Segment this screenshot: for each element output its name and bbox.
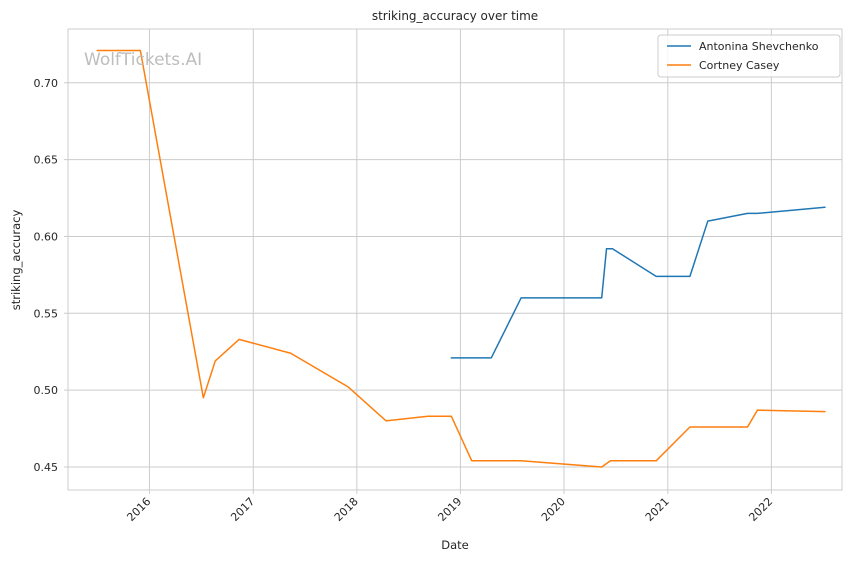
plot-border: [67, 28, 843, 491]
legend-label-cortney-casey: Cortney Casey: [699, 59, 780, 72]
series-layer: [96, 49, 826, 468]
x-axis-label: Date: [441, 538, 469, 552]
y-tick-label-0-45: 0.45: [34, 461, 59, 474]
y-tick-label-0-55: 0.55: [34, 307, 59, 320]
series-line-cortney-casey: [96, 49, 826, 468]
y-tick-label-0-65: 0.65: [34, 154, 59, 167]
legend-label-antonina-shevchenko: Antonina Shevchenko: [699, 40, 819, 53]
y-axis-ticks: 0.45 0.50 0.55 0.60 0.65 0.70: [34, 77, 68, 474]
y-tick-label-0-50: 0.50: [34, 384, 59, 397]
chart-title: striking_accuracy over time: [372, 9, 538, 23]
series-line-antonina-shevchenko: [450, 206, 826, 359]
legend: Antonina Shevchenko Cortney Casey: [657, 34, 841, 78]
watermark-text: WolfTickets.AI: [84, 50, 202, 70]
plot-background: [68, 29, 842, 490]
legend-box: [657, 34, 841, 78]
y-tick-label-0-70: 0.70: [34, 77, 59, 90]
y-axis-label: striking_accuracy: [9, 210, 23, 311]
y-tick-label-0-60: 0.60: [34, 230, 59, 243]
plot-area: [67, 28, 843, 491]
grid-layer: [68, 29, 842, 490]
